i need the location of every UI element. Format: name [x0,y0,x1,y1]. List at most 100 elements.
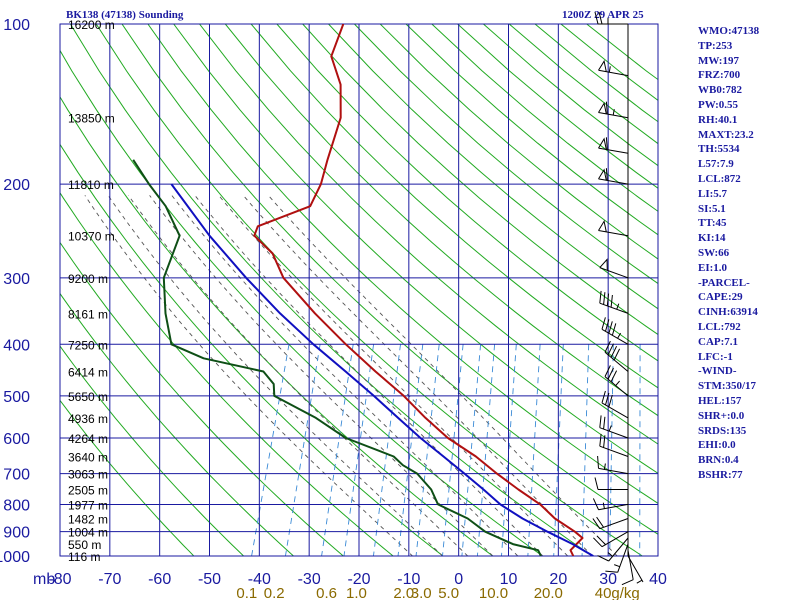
pressure-tick-label: 800 [3,497,30,514]
sounding-index: MAXT:23.2 [698,128,754,141]
pressure-tick-label: 700 [3,467,30,484]
wind-barb [597,537,629,562]
wind-barb [601,390,629,419]
height-label: 4264 m [68,432,108,446]
temperature-tick-label: -30 [298,571,321,588]
sounding-index: CAPE:29 [698,291,743,304]
height-label: 3063 m [68,468,108,482]
sounding-index: CAP:7.1 [698,335,739,348]
temperature-tick-label: -40 [248,571,271,588]
wind-barb [598,59,629,77]
temperature-tick-label: -60 [148,571,171,588]
wind-barb [627,555,644,584]
mixing-ratio-line [461,344,482,556]
sounding-index: LI:5.7 [698,187,728,200]
temperature-tick-label: 10 [500,571,518,588]
temperature-tick-label: -10 [397,571,420,588]
wind-barb [604,365,629,397]
dry-adiabat [60,292,294,556]
moist-adiabat [268,195,618,556]
mixing-ratio-line [251,344,290,556]
dry-adiabat [60,49,543,556]
sounding-index: EHI:0.0 [698,439,736,452]
sounding-index: SHR+:0.0 [698,409,745,422]
wind-barbs [592,11,644,586]
mixing-ratio-label: 5.0 [438,585,459,600]
sounding-index: KI:14 [698,232,726,245]
sounding-index: RH:40.1 [698,113,738,126]
sounding-profiles [132,24,594,556]
sounding-index: SI:5.1 [698,202,726,215]
sounding-index: BSHR:77 [698,468,743,481]
height-label: 4936 m [68,412,108,426]
mixing-ratio-line [609,344,614,556]
sounding-index: -PARCEL- [698,276,750,289]
moist-adiabat [84,195,414,556]
sounding-index: LFC:-1 [698,350,733,363]
dry-adiabat [121,24,658,535]
wind-barb [592,498,629,511]
height-label: 116 m [68,550,100,564]
sounding-index: SW:66 [698,246,730,259]
wind-barb [598,101,629,119]
dry-adiabat [173,24,658,474]
dry-adiabat [224,24,658,417]
mixing-ratio-label: 3.0 [411,585,432,600]
sounding-indices-panel: WMO:47138 TP:253 MW:197 FRZ:700 WB0:782 PW:0.… [698,24,800,483]
sounding-index: TH:5534 [698,143,740,156]
mixing-ratio-line [397,344,424,556]
dry-adiabat [354,24,658,285]
wind-barb [594,11,628,25]
sounding-index: TT:45 [698,217,727,230]
temperature-tick-label: 40 [649,571,667,588]
moist-adiabat [128,195,469,556]
dry-adiabat [60,143,444,556]
height-label: 7250 m [68,338,108,352]
dry-adiabat [60,345,244,556]
mixing-ratio-label: 10.0 [479,585,508,600]
moist-adiabats [84,195,618,556]
dry-adiabat [60,399,195,556]
pressure-tick-label: 1000 [0,549,30,566]
sounding-index: WMO:47138 [698,25,760,37]
wind-barb [605,543,629,573]
dry-adiabat [199,24,658,445]
sounding-index: BRN:0.4 [698,454,739,467]
height-label: 8161 m [68,307,108,321]
wind-barb [601,317,629,345]
mixing-ratio-label: 1.0 [346,585,367,600]
dry-adiabat [276,24,658,362]
temperature-tick-label: 30 [599,571,617,588]
mixing-ratio-label: 0.6 [316,585,337,600]
dry-adiabats [60,24,658,556]
sounding-index: -WIND- [698,365,737,378]
wind-barb [599,433,629,457]
sounding-index: FRZ:700 [698,69,741,82]
wind-barb [599,258,629,279]
temperature-tick-label: 0 [454,571,463,588]
dry-adiabat [69,24,593,556]
mixing-ratio-line [343,344,375,556]
mixing-ratio-line [372,344,401,556]
sounding-index: SRDS:135 [698,424,747,437]
height-label: 550 m [68,538,101,552]
height-label: 13850 m [68,112,115,126]
mixing-ratio-line [321,344,354,556]
sounding-index: LCL:792 [698,320,741,333]
moist-adiabat [218,195,569,556]
mixing-ratio-line [581,344,590,556]
dry-adiabat [60,95,494,556]
wind-barb [597,455,629,475]
parcel-profile [170,183,594,556]
sounding-index: STM:350/17 [698,380,757,393]
mixing-ratio-label: 0.2 [264,585,285,600]
height-label: 9200 m [68,272,108,286]
mixing-ratio-label: 40 [595,585,612,600]
pressure-tick-label: 900 [3,525,30,542]
pressure-tick-label: 200 [3,177,30,194]
sounding-time-title: 1200Z 29 APR 25 [562,9,644,21]
sounding-index: WB0:782 [698,84,742,97]
dry-adiabat [250,24,658,389]
chart-frame [59,23,659,557]
